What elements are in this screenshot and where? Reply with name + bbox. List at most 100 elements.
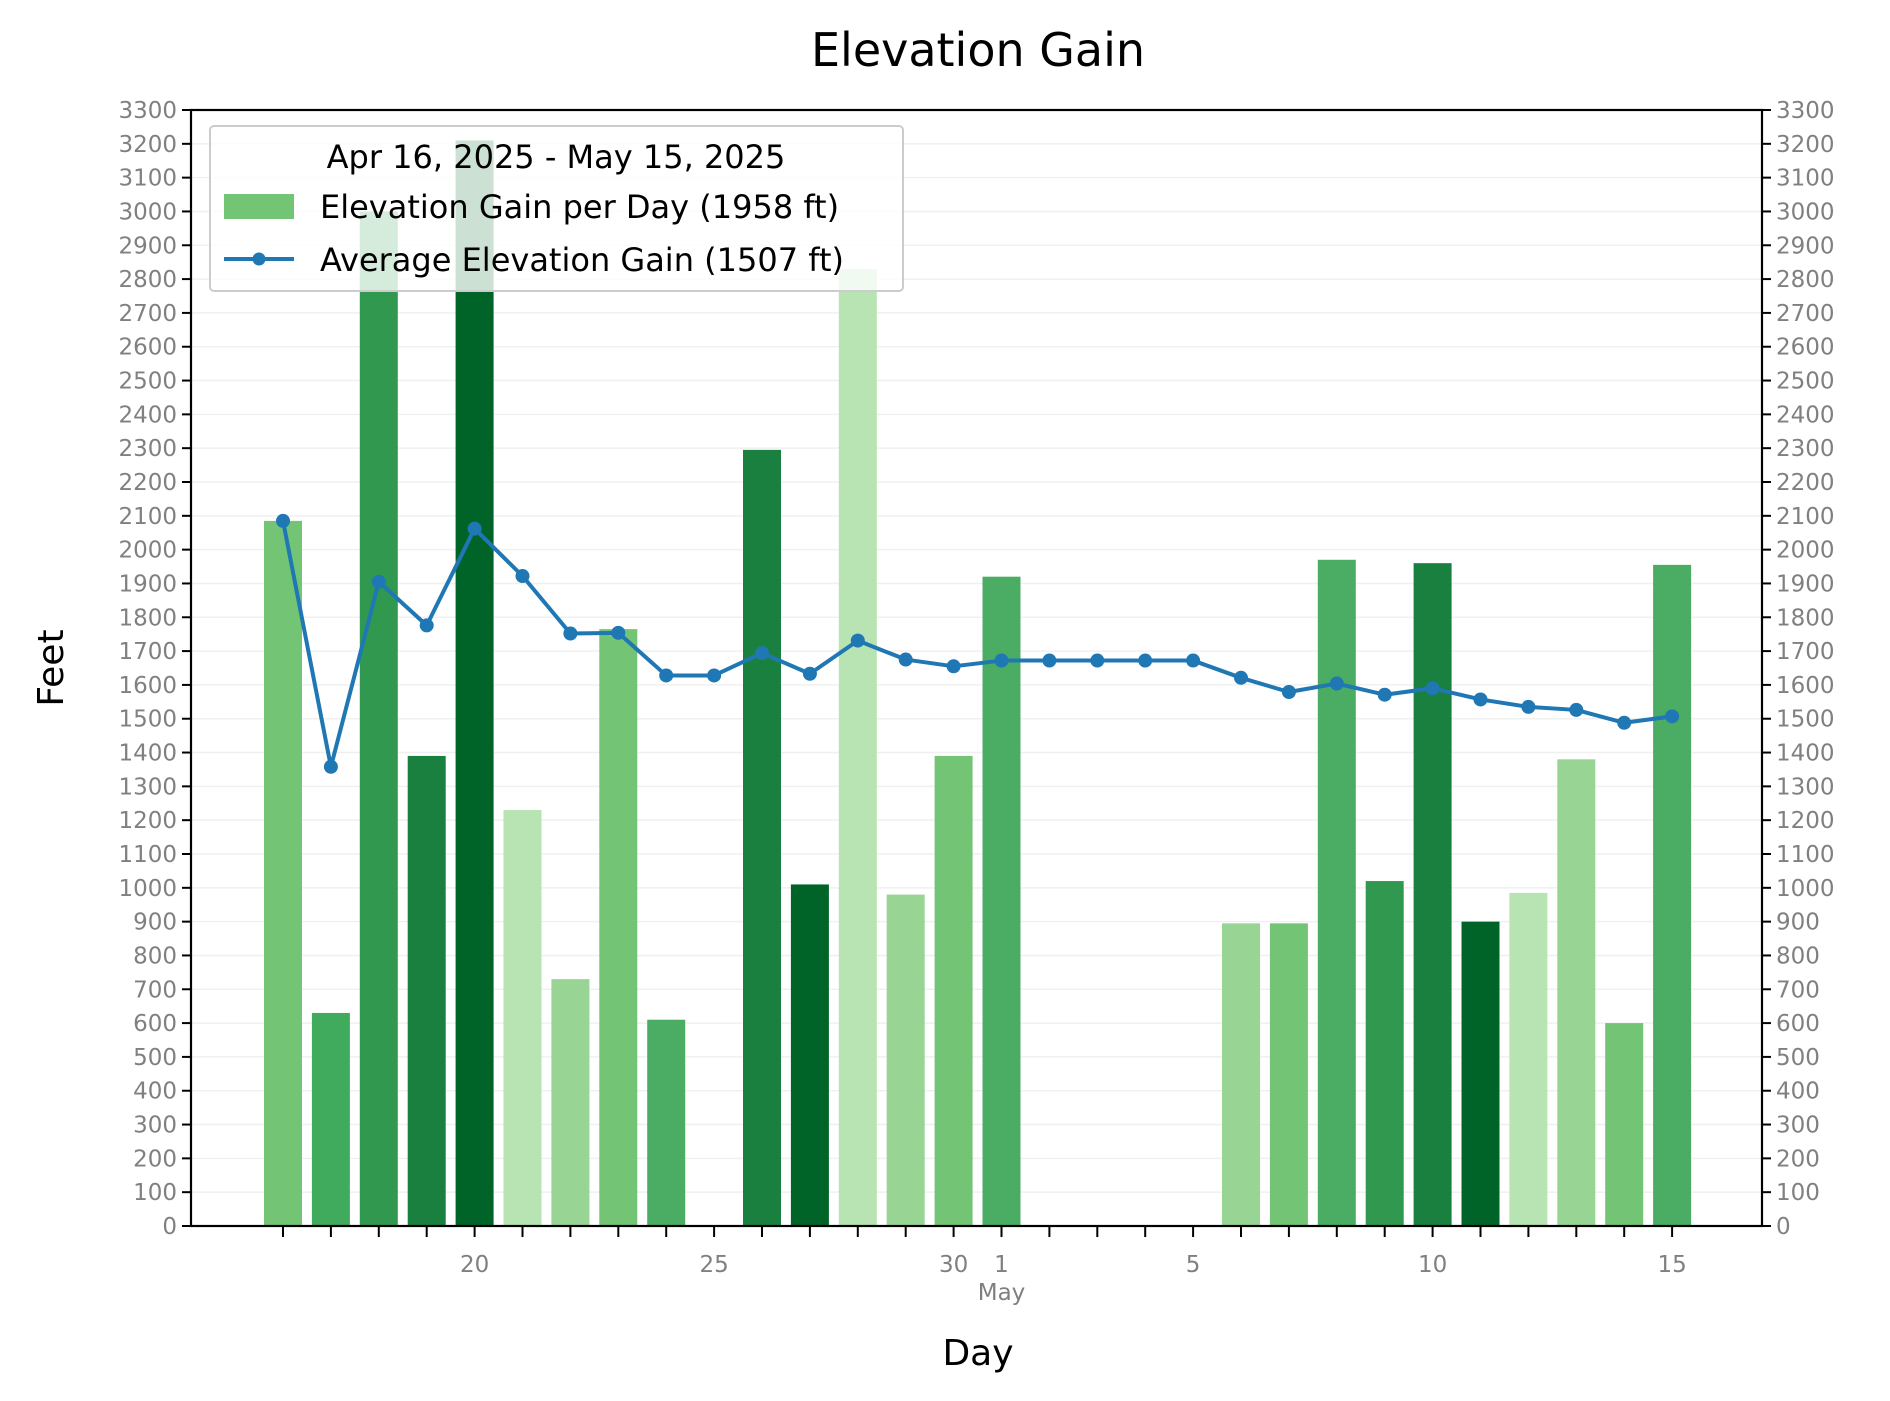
legend-box bbox=[209, 125, 904, 292]
y-tick-label-left: 2300 bbox=[118, 436, 177, 462]
y-tick-label-left: 1100 bbox=[118, 842, 177, 868]
average-point bbox=[515, 569, 530, 584]
y-tick-label-right: 2600 bbox=[1776, 335, 1835, 361]
y-tick-label-left: 2100 bbox=[118, 504, 177, 530]
average-point bbox=[1281, 685, 1296, 700]
average-point bbox=[755, 646, 769, 661]
bar bbox=[934, 755, 973, 1226]
bar bbox=[1605, 1023, 1644, 1226]
y-tick-label-right: 1700 bbox=[1776, 639, 1835, 665]
y-tick-label-right: 1200 bbox=[1776, 808, 1835, 834]
bar bbox=[1413, 563, 1452, 1226]
average-point bbox=[898, 652, 913, 667]
y-tick-label-right: 3100 bbox=[1776, 166, 1835, 192]
y-tick-label-left: 100 bbox=[133, 1180, 177, 1206]
average-point bbox=[802, 666, 817, 681]
y-tick-label-right: 600 bbox=[1776, 1011, 1820, 1037]
y-tick-label-right: 200 bbox=[1776, 1146, 1820, 1172]
legend-line-marker bbox=[252, 252, 266, 266]
y-tick-label-left: 200 bbox=[133, 1146, 177, 1172]
y-tick-label-right: 1000 bbox=[1776, 876, 1835, 902]
y-tick-label-left: 0 bbox=[162, 1214, 177, 1240]
x-tick-label: 30 bbox=[939, 1252, 968, 1278]
y-tick-label-right: 3300 bbox=[1776, 98, 1835, 124]
grid-lines bbox=[191, 109, 1762, 1227]
y-tick-label-right: 2000 bbox=[1776, 538, 1835, 564]
average-point bbox=[946, 659, 961, 674]
y-tick-label-right: 1400 bbox=[1776, 741, 1835, 767]
average-point bbox=[323, 759, 338, 774]
y-tick-label-right: 2800 bbox=[1776, 267, 1835, 293]
y-tick-label-right: 100 bbox=[1776, 1180, 1820, 1206]
bar bbox=[838, 268, 877, 1227]
average-point bbox=[1138, 653, 1153, 668]
y-tick-label-left: 300 bbox=[133, 1113, 177, 1139]
y-tick-label-right: 2700 bbox=[1776, 301, 1835, 327]
average-point bbox=[1186, 653, 1201, 668]
y-tick-label-left: 2800 bbox=[118, 267, 177, 293]
x-axis-label: Day bbox=[942, 1333, 1013, 1374]
y-tick-label-left: 3100 bbox=[118, 166, 177, 192]
x-tick-label: 10 bbox=[1418, 1252, 1447, 1278]
y-tick-label-left: 1900 bbox=[118, 571, 177, 597]
bar bbox=[1557, 759, 1596, 1226]
bar bbox=[1653, 564, 1692, 1226]
y-tick-label-left: 600 bbox=[133, 1011, 177, 1037]
bar bbox=[982, 576, 1021, 1226]
y-tick-label-right: 2200 bbox=[1776, 470, 1835, 496]
y-tick-label-left: 1700 bbox=[118, 639, 177, 665]
y-tick-label-right: 900 bbox=[1776, 910, 1820, 936]
average-point bbox=[1234, 670, 1248, 685]
y-tick-label-right: 0 bbox=[1776, 1214, 1791, 1240]
average-point bbox=[850, 633, 865, 648]
bar bbox=[1317, 559, 1356, 1226]
y-tick-label-right: 1800 bbox=[1776, 605, 1835, 631]
average-point bbox=[1377, 687, 1392, 702]
y-tick-label-left: 3200 bbox=[118, 132, 177, 158]
legend-title: Apr 16, 2025 - May 15, 2025 bbox=[327, 138, 786, 176]
legend-line-label: Average Elevation Gain (1507 ft) bbox=[320, 241, 844, 279]
average-point bbox=[611, 625, 626, 640]
y-tick-label-right: 1100 bbox=[1776, 842, 1835, 868]
x-tick-label: 15 bbox=[1657, 1252, 1686, 1278]
y-tick-label-left: 1300 bbox=[118, 774, 177, 800]
y-tick-label-left: 2900 bbox=[118, 233, 177, 259]
average-point bbox=[1329, 676, 1344, 691]
average-point bbox=[1473, 692, 1488, 707]
y-tick-label-left: 1000 bbox=[118, 876, 177, 902]
bar bbox=[551, 979, 590, 1226]
average-point bbox=[1665, 709, 1680, 724]
y-tick-label-right: 3000 bbox=[1776, 199, 1835, 225]
bar bbox=[503, 810, 542, 1226]
y-tick-label-right: 2300 bbox=[1776, 436, 1835, 462]
y-tick-label-right: 700 bbox=[1776, 977, 1820, 1003]
bar bbox=[886, 894, 925, 1226]
average-point bbox=[994, 653, 1009, 668]
y-tick-label-right: 2500 bbox=[1776, 369, 1835, 395]
bar bbox=[407, 755, 446, 1226]
x-tick-label: 20 bbox=[460, 1252, 489, 1278]
average-line-group bbox=[276, 513, 1680, 774]
bar bbox=[1269, 923, 1308, 1226]
average-point bbox=[371, 574, 386, 589]
x-tick-label: 1 bbox=[994, 1252, 1009, 1278]
y-tick-label-left: 500 bbox=[133, 1045, 177, 1071]
y-tick-label-left: 2400 bbox=[118, 402, 177, 428]
y-tick-label-right: 2100 bbox=[1776, 504, 1835, 530]
y-tick-label-right: 800 bbox=[1776, 943, 1820, 969]
bar bbox=[455, 140, 494, 1226]
average-point bbox=[467, 521, 482, 536]
y-tick-label-right: 1600 bbox=[1776, 673, 1835, 699]
y-tick-label-left: 3300 bbox=[118, 98, 177, 124]
bars-group bbox=[264, 140, 1692, 1227]
average-point bbox=[707, 668, 722, 683]
legend: Apr 16, 2025 - May 15, 2025 Elevation Ga… bbox=[209, 125, 904, 292]
y-tick-label-right: 2400 bbox=[1776, 402, 1835, 428]
y-tick-label-left: 2200 bbox=[118, 470, 177, 496]
y-tick-label-left: 900 bbox=[133, 910, 177, 936]
chart-title: Elevation Gain bbox=[811, 23, 1145, 77]
bar bbox=[743, 449, 781, 1226]
y-tick-label-right: 1300 bbox=[1776, 774, 1835, 800]
y-tick-label-left: 700 bbox=[133, 977, 177, 1003]
